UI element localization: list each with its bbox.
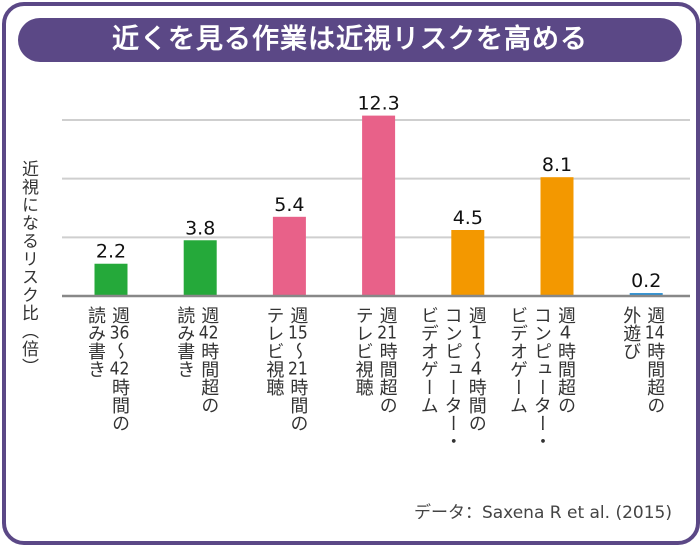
y-axis-label: 近視になるリスク比（倍） [18,160,38,376]
value-label: 3.8 [185,217,215,239]
category-label: 週4時間超の コンピューター・ ビデオゲーム [507,306,576,450]
bar [94,263,128,296]
category-label: 週14時間超の 外遊び [620,306,666,414]
bar [183,240,217,296]
bar [629,293,663,296]
category-label: 週36～42時間の 読み書き [85,306,130,432]
bar [540,177,574,296]
category-label: 週1～4時間の コンピューター・ ビデオゲーム [417,306,487,450]
category-label: 週21時間超の テレビ視聴 [352,306,398,414]
value-label: 5.4 [274,194,304,216]
bar [272,216,306,296]
bar [451,230,485,296]
value-label: 0.2 [631,270,661,292]
value-label: 12.3 [357,93,399,115]
category-label: 週42時間超の 読み書き [174,306,220,414]
category-label: 週15～21時間の テレビ視聴 [263,306,309,432]
value-label: 4.5 [453,207,483,229]
bar [362,115,396,296]
data-source: データ：Saxena R et al. (2015) [413,503,672,523]
value-label: 2.2 [96,241,126,263]
value-label: 8.1 [542,154,572,176]
chart-title: 近くを見る作業は近視リスクを高める [18,18,682,62]
